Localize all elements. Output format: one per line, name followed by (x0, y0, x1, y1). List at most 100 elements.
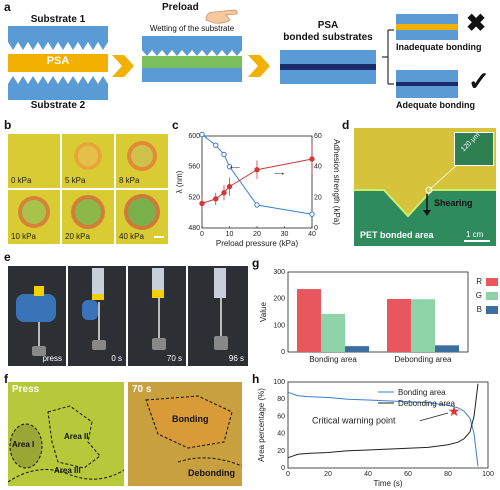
bonded-bottom-substrate (280, 70, 376, 84)
y-tick-label: 0 (281, 465, 285, 472)
film-strip (152, 268, 164, 294)
spot-label: 10 kPa (11, 232, 36, 241)
psa-bonded-label-1: PSA (317, 20, 339, 31)
spot-label: 40 kPa (119, 232, 144, 241)
preload-stack: Preload Wetting of the substrate (142, 2, 242, 102)
bar-R (387, 298, 411, 352)
panel-label-b: b (4, 118, 12, 132)
y-axis-label: Value (259, 302, 268, 322)
preload-label: Preload (162, 2, 199, 13)
weight (152, 338, 166, 350)
legend-swatch (486, 306, 498, 314)
plot-frame (287, 381, 489, 469)
panel-label-d: d (342, 118, 350, 132)
inadequate-psa (396, 24, 458, 30)
spot-center (75, 199, 101, 225)
adequate-top (396, 70, 458, 82)
inset-scale-label: 120 μm (459, 131, 482, 154)
chart-g: 0 100 200 300 Value Bonding area Debonding are… (259, 269, 498, 364)
adequate-psa (396, 82, 458, 86)
x-tick-label: 0 (200, 231, 204, 238)
shearing-label: Shearing (434, 198, 473, 208)
press-photo: Press Area I Area II Area III (8, 382, 124, 486)
series-line-left (201, 134, 313, 215)
bar-G (411, 299, 435, 352)
left-arrow-icon: ⟵ (230, 165, 240, 172)
frame-0s: 0 s (68, 266, 126, 366)
preload-top-substrate (142, 36, 242, 50)
frame-label: 0 s (111, 354, 122, 363)
substrate-1-teeth (8, 42, 108, 50)
scale-label: 1 cm (466, 230, 484, 239)
chart-h: 0 20 40 60 80 100 0 20 40 60 80 100 Time (s) Area per… (257, 379, 494, 488)
series-line-1 (287, 383, 479, 459)
bar-B (345, 346, 369, 352)
film-strip (92, 268, 104, 298)
annotation-label: Critical warning point (312, 415, 396, 425)
hook-wire (158, 298, 160, 338)
data-point (199, 131, 205, 138)
spot-center (128, 198, 156, 226)
spot-label: 0 kPa (11, 176, 32, 185)
spot-photo-20: 20 kPa (62, 190, 114, 244)
arrow-chevron-1 (112, 55, 134, 77)
hand-icon (205, 9, 238, 24)
y-right-axis-label: Adhesion strength (kPa) (332, 139, 340, 225)
x-tick-label: 10 (226, 231, 234, 238)
spot-photo-8: 8 kPa (116, 134, 168, 188)
wetting-layer (142, 56, 242, 68)
y-tick-label: 40 (277, 431, 285, 438)
y-right-tick-label: 60 (314, 133, 322, 140)
psa-tab (34, 286, 44, 296)
scale-bar (154, 236, 164, 238)
weight (214, 336, 228, 350)
x-tick-label: 40 (364, 471, 372, 478)
substrate-1-layer (8, 26, 108, 42)
inadequate-label: Inadequate bonding (396, 42, 482, 52)
hook-wire (98, 302, 100, 340)
critical-point-star-icon: ★ (448, 403, 461, 419)
film-strip (214, 268, 226, 298)
inadequate-bottom (396, 30, 458, 40)
y-tick-label: 0 (281, 349, 285, 356)
panel-label-h: h (252, 372, 260, 386)
preload-top-teeth (142, 50, 242, 56)
weight (92, 340, 106, 350)
bonding-label: Bonding (172, 414, 209, 424)
spot-label: 8 kPa (119, 176, 140, 185)
bonded-top-substrate (280, 50, 376, 64)
substrate-1-label: Substrate 1 (30, 14, 86, 25)
plot-frame (201, 135, 313, 229)
y-tick-label: 100 (273, 322, 285, 329)
substrate-2-layer (8, 84, 108, 100)
spot-label: 5 kPa (65, 176, 86, 185)
x-axis-label: Time (s) (373, 479, 402, 488)
series-line-0 (287, 391, 479, 467)
x-tick-label: 40 (308, 231, 316, 238)
y-tick-label: 60 (277, 413, 285, 420)
plot-frame (287, 271, 469, 353)
x-axis-label: Preload pressure (kPa) (216, 239, 299, 248)
inadequate-top (396, 14, 458, 24)
hook-wire (38, 322, 40, 348)
frame-label: 70 s (166, 354, 182, 363)
category-label: Bonding area (309, 355, 357, 364)
panel-label-c: c (172, 118, 179, 132)
data-point (226, 183, 233, 190)
debonding-label: Debonding (188, 468, 235, 478)
pet-bonded-shape (354, 163, 496, 246)
y-right-tick-label: 40 (314, 164, 322, 171)
press-label: Press (12, 384, 40, 395)
data-point (213, 196, 219, 202)
y-right-tick-label: 0 (314, 225, 318, 232)
press-regions (8, 382, 124, 486)
legend-label: G (476, 291, 482, 300)
substrate-2-teeth (8, 76, 108, 84)
check-icon: ✓ (468, 66, 490, 96)
pet-label: PET bonded area (360, 230, 434, 240)
data-point (221, 151, 227, 158)
bar-G (321, 313, 345, 352)
y-left-tick-label: 560 (188, 164, 200, 171)
legend-label: R (476, 277, 482, 286)
data-point (309, 211, 315, 217)
